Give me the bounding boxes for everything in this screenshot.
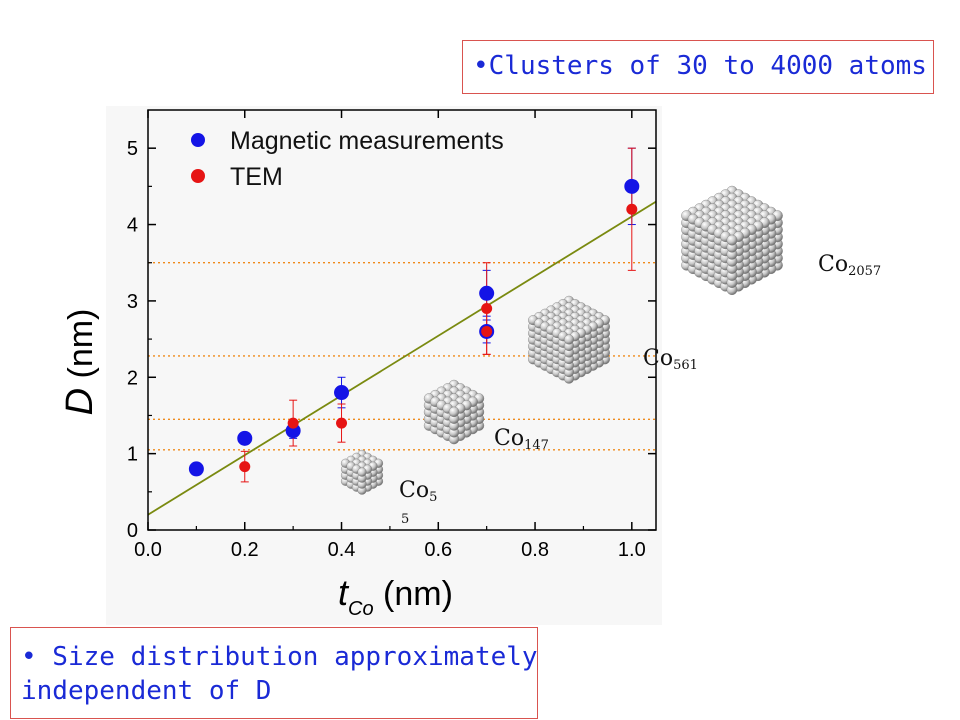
x-tick-label-5: 1.0 [618, 539, 646, 561]
legend-label-1: TEM [230, 163, 283, 191]
x-tick-label-4: 0.8 [521, 539, 549, 561]
co147-label: Co147 [494, 426, 549, 453]
atom-sphere [357, 467, 367, 477]
tem-point-5 [626, 203, 638, 215]
magnetic-point-3 [334, 385, 350, 401]
legend-marker-0 [191, 133, 205, 147]
tem-point-1 [287, 417, 299, 429]
co55-label: Co5 [399, 478, 438, 505]
atom-sphere [448, 406, 460, 418]
tem-point-3 [481, 325, 493, 337]
y-tick-label-4: 4 [127, 215, 138, 237]
y-axis-title: D (nm) [59, 309, 101, 416]
x-axis-title: tCo (nm) [338, 572, 453, 620]
y-tick-label-5: 5 [127, 138, 138, 160]
clusters-note-text: •Clusters of 30 to 4000 atoms [473, 51, 927, 81]
co561-label: Co561 [643, 346, 698, 373]
co55-label-wrap: 5 [401, 512, 410, 527]
legend-marker-1 [191, 169, 205, 183]
x-tick-label-1: 0.2 [231, 539, 259, 561]
y-tick-label-0: 0 [127, 520, 138, 542]
co561-cluster-image [528, 295, 610, 384]
x-tick-label-3: 0.6 [424, 539, 452, 561]
magnetic-point-5 [479, 285, 495, 301]
x-tick-label-0: 0.0 [134, 539, 162, 561]
tem-point-4 [481, 303, 493, 315]
legend-label-0: Magnetic measurements [230, 127, 504, 155]
size-distribution-note-line2: independent of D [21, 676, 272, 706]
clusters-note-box: •Clusters of 30 to 4000 atoms [462, 40, 934, 94]
atom-sphere [564, 334, 575, 345]
y-tick-label-3: 3 [127, 291, 138, 313]
linear-fit-line [147, 200, 657, 516]
size-distribution-note-line1: • Size distribution approximately [21, 642, 538, 672]
y-tick-label-2: 2 [127, 367, 138, 389]
magnetic-point-1 [237, 430, 253, 446]
co2057-label: Co2057 [818, 252, 882, 279]
tem-point-2 [336, 417, 348, 429]
co147-cluster-image [423, 379, 485, 445]
co2057-cluster-image [681, 185, 783, 296]
x-tick-label-2: 0.4 [328, 539, 356, 561]
size-distribution-note-box: • Size distribution approximately indepe… [10, 627, 538, 719]
y-tick-label-1: 1 [127, 444, 138, 466]
magnetic-point-0 [188, 461, 204, 477]
plot-frame [147, 109, 657, 531]
co55-cluster-image [340, 449, 384, 495]
atom-sphere [726, 234, 738, 246]
magnetic-point-6 [624, 178, 640, 194]
tem-point-0 [239, 461, 251, 473]
